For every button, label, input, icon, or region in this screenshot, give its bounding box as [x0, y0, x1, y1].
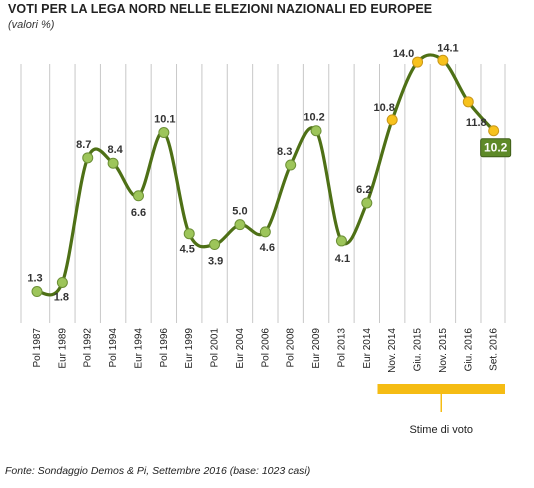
x-tick-label: Pol 2013	[336, 328, 347, 368]
value-label: 1.8	[54, 291, 69, 303]
data-point	[335, 235, 347, 247]
data-point	[107, 157, 119, 169]
data-point	[209, 239, 221, 251]
data-point	[183, 228, 195, 240]
x-tick-label: Pol 2006	[260, 328, 271, 368]
value-label: 8.7	[76, 139, 91, 151]
estimate-point	[412, 56, 424, 68]
estimate-point	[462, 96, 474, 108]
estimate-point	[488, 125, 500, 137]
data-point	[56, 276, 68, 288]
x-tick-label: Pol 1987	[32, 328, 43, 368]
x-tick-label: Eur 1994	[133, 328, 144, 369]
highlight-value-label: 10.2	[484, 141, 508, 155]
value-label: 8.3	[277, 146, 292, 158]
estimate-point	[437, 54, 449, 66]
estimate-band	[377, 384, 505, 394]
x-tick-label: Eur 2009	[311, 328, 322, 369]
x-tick-label: Eur 2014	[362, 328, 373, 369]
value-label: 5.0	[232, 206, 247, 218]
x-tick-label: Pol 1996	[159, 328, 170, 368]
estimate-point	[386, 114, 398, 126]
value-label: 4.1	[335, 253, 350, 265]
value-label: 4.5	[180, 244, 195, 256]
data-point	[31, 286, 43, 298]
x-tick-label: Eur 1999	[184, 328, 195, 369]
x-tick-label: Nov. 2015	[438, 328, 449, 373]
data-points	[31, 54, 500, 298]
source-note: Fonte: Sondaggio Demos & Pi, Settembre 2…	[5, 465, 311, 477]
data-point	[234, 219, 246, 231]
x-tick-label: Pol 2008	[286, 328, 297, 368]
x-axis-labels: Pol 1987 Eur 1989 Pol 1992 Pol 1994 Eur 1994…	[32, 328, 500, 373]
x-tick-label: Eur 1989	[57, 328, 68, 369]
x-tick-label: Eur 2004	[235, 328, 246, 369]
data-point	[361, 197, 373, 209]
estimate-bracket: Stime di voto	[377, 384, 505, 436]
highlight-box	[480, 138, 512, 158]
x-tick-label: Pol 1992	[83, 328, 94, 368]
x-tick-label: Pol 1994	[108, 328, 119, 368]
series-line	[35, 53, 496, 297]
data-point	[132, 190, 144, 202]
data-point	[310, 125, 322, 137]
value-label: 10.1	[154, 114, 175, 126]
data-point	[82, 152, 94, 164]
value-label: 14.0	[393, 48, 414, 60]
chart-subtitle: (valori %)	[8, 19, 55, 31]
value-label: 10.8	[373, 102, 394, 114]
value-label: 11.8	[466, 117, 487, 129]
data-point	[259, 226, 271, 238]
value-label: 6.2	[356, 184, 371, 196]
estimate-label: Stime di voto	[409, 424, 473, 436]
data-point	[285, 159, 297, 171]
x-tick-label: Set. 2016	[489, 328, 500, 371]
value-label: 14.1	[437, 42, 458, 54]
value-label: 3.9	[208, 256, 223, 268]
value-label: 6.6	[131, 207, 146, 219]
x-tick-label: Giu. 2015	[413, 328, 424, 372]
x-tick-label: Giu. 2016	[463, 328, 474, 372]
data-point	[158, 127, 170, 139]
value-label: 4.6	[260, 242, 275, 254]
x-tick-label: Nov. 2014	[387, 328, 398, 373]
x-tick-label: Pol 2001	[210, 328, 221, 368]
value-labels: 1.3 1.8 8.7 8.4 6.6 10.1 4.5 3.9 5.0 4.6 8.3 10.2 4.…	[27, 42, 512, 303]
grid-lines	[20, 64, 506, 323]
value-label: 8.4	[107, 144, 123, 156]
value-label: 1.3	[27, 273, 42, 285]
value-label: 10.2	[303, 112, 324, 124]
chart-title: VOTI PER LA LEGA NORD NELLE ELEZIONI NAZ…	[8, 2, 433, 16]
